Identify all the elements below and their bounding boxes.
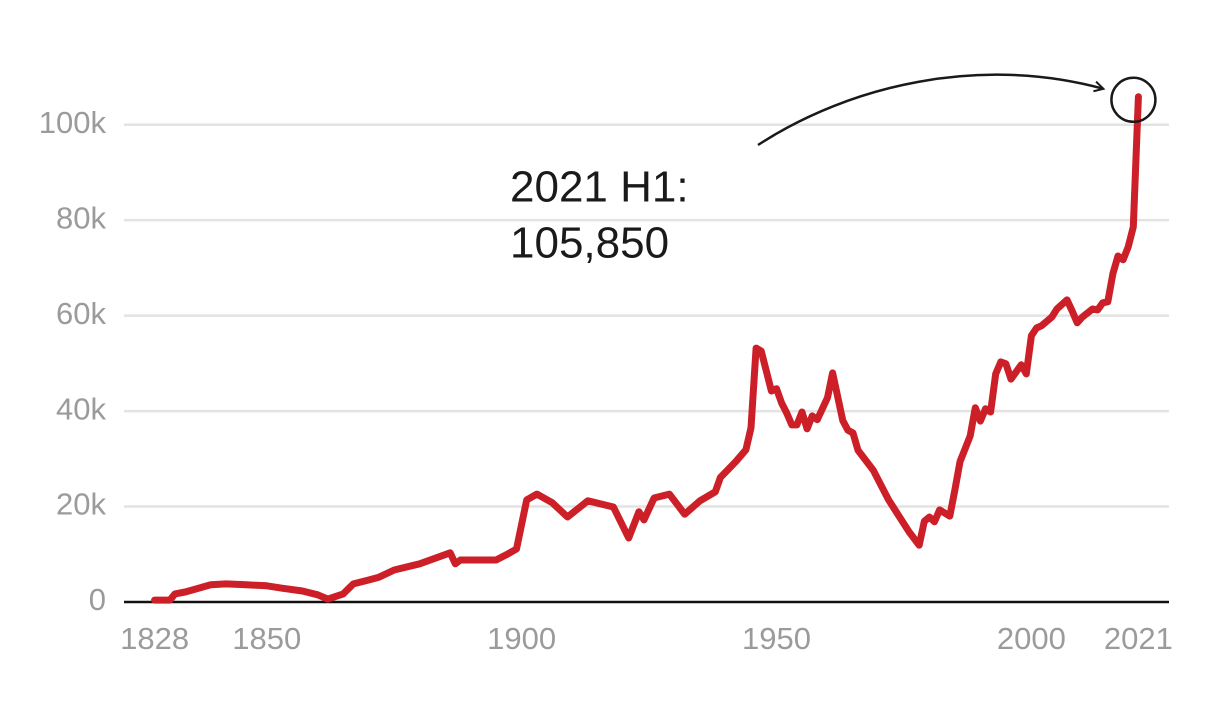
grid: [124, 123, 1169, 604]
annotation-text: 2021 H1:: [510, 163, 689, 212]
y-tick-label: 100k: [39, 105, 107, 140]
plot: [151, 73, 1157, 604]
y-tick-label: 60k: [56, 296, 106, 331]
x-tick-label: 1900: [487, 621, 556, 656]
x-tick-label: 1850: [232, 621, 301, 656]
x-tick-label: 1828: [120, 621, 189, 656]
y-tick-label: 20k: [56, 487, 106, 522]
labels: 0 20k 40k 60k 80k 100k 1828 1850 1900 1950 2000 202…: [39, 105, 1173, 656]
x-tick-label: 1950: [742, 621, 811, 656]
y-tick-label: 40k: [56, 391, 106, 426]
x-tick-label: 2021: [1104, 621, 1173, 656]
y-tick-label: 80k: [56, 200, 106, 235]
y-tick-label: 0: [89, 582, 106, 617]
annotation-arrow: [757, 73, 1103, 147]
highlight-circle: [1110, 76, 1157, 124]
data-line: [151, 93, 1142, 604]
x-tick-label: 2000: [997, 621, 1066, 656]
annotation-text: 105,850: [510, 219, 669, 268]
